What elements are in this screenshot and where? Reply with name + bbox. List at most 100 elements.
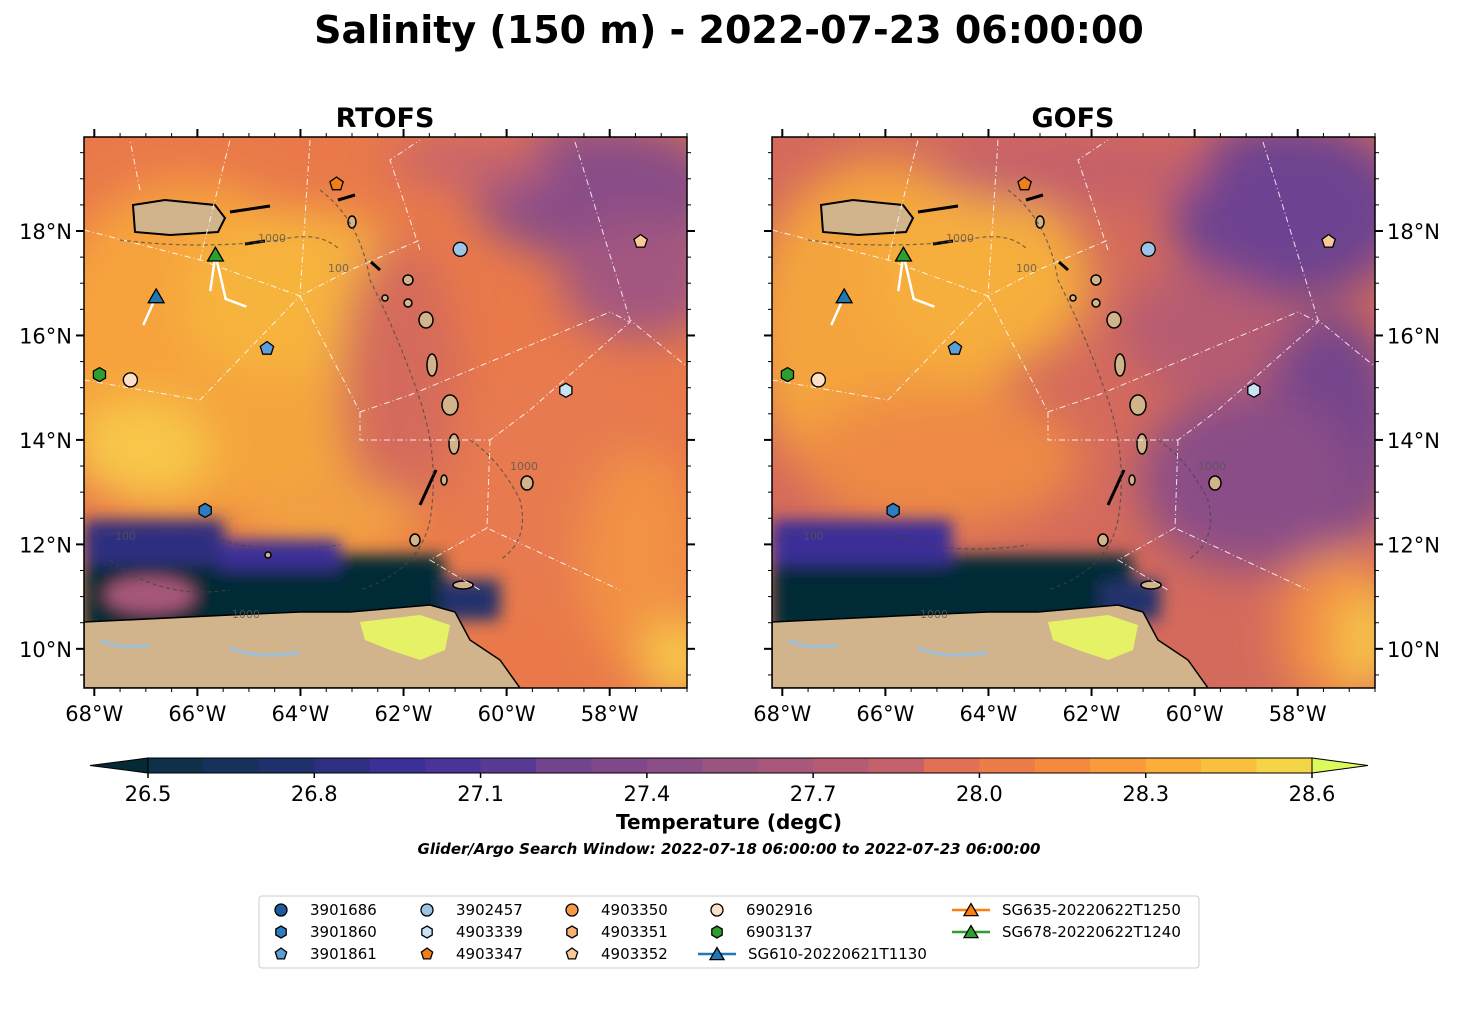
contour-label-left-4: 100 (115, 530, 136, 543)
glider-marker (894, 245, 913, 262)
legend-entry: 3901861 (274, 945, 377, 963)
argo-float-marker (1247, 382, 1261, 399)
legend-label: 3901860 (310, 923, 377, 941)
legend-label: 4903351 (601, 923, 668, 941)
axes-gofs: 68°W 66°W 64°W 62°W 60°W 58°W 10°N 12°N 14°N 16°N… (753, 129, 1440, 726)
legend-entry: SG635-20220622T1250 (952, 901, 1181, 919)
colorbar-segment (425, 758, 482, 773)
argo-float-marker (92, 366, 107, 383)
legend-entry: 3902457 (420, 901, 523, 919)
colorbar-segment (1034, 758, 1091, 773)
contour-label-right-2: 100 (1016, 262, 1037, 275)
x-tick-label: 58°W (1269, 702, 1327, 726)
legend-marker (565, 903, 579, 917)
glider-marker (147, 287, 166, 304)
legend-entry: 4903347 (420, 945, 523, 963)
legend-label: 4903339 (456, 923, 523, 941)
x-tick-label: 62°W (375, 702, 433, 726)
y-tick-label: 18°N (19, 220, 72, 244)
x-tick-label: 60°W (1166, 702, 1224, 726)
x-tick-label: 64°W (959, 702, 1017, 726)
legend-label: 6903137 (746, 923, 813, 941)
x-tick-label: 60°W (478, 702, 536, 726)
y-tick-label: 10°N (19, 638, 72, 662)
argo-float-marker (780, 366, 795, 383)
colorbar-segment (314, 758, 371, 773)
legend-label: 3901686 (310, 901, 377, 919)
legend-marker (566, 925, 578, 939)
legend-marker (420, 903, 434, 917)
y-tick-label: 18°N (1387, 220, 1440, 244)
colorbar-segments (89, 757, 1369, 774)
legend-label: 4903350 (601, 901, 668, 919)
colorbar-segment (924, 758, 980, 773)
y-tick-label: 14°N (1387, 429, 1440, 453)
colorbar-tick-label: 26.8 (291, 782, 338, 806)
legend-marker (565, 947, 579, 960)
legend-marker (711, 925, 723, 939)
colorbar-segment (868, 758, 925, 773)
y-tick-label: 10°N (1387, 638, 1440, 662)
x-tick-label: 66°W (856, 702, 914, 726)
y-tick-label: 12°N (19, 533, 72, 557)
argo-float-marker (947, 340, 963, 355)
legend-label: 4903347 (456, 945, 523, 963)
colorbar-extend-low (89, 757, 149, 774)
legend: 3901686 3901860 3901861 3902457 4903339 49033… (258, 895, 1200, 969)
legend-label: 3902457 (456, 901, 523, 919)
colorbar: 26.5 26.8 27.1 27.4 27.7 28.0 28.3 28.6 Tempera… (89, 757, 1369, 834)
legend-label: 4903352 (601, 945, 668, 963)
x-tick-label: 66°W (168, 702, 226, 726)
contour-label-left-2: 100 (328, 262, 349, 275)
colorbar-segment (1256, 758, 1313, 773)
legend-marker (421, 925, 433, 939)
contour-label-left-1: 1000 (258, 232, 286, 245)
x-tick-label: 64°W (271, 702, 329, 726)
legend-entry: 6903137 (711, 923, 813, 941)
legend-marker (710, 903, 724, 917)
y-tick-label: 14°N (19, 429, 72, 453)
colorbar-segment (203, 758, 260, 773)
legend-entry: 3901686 (274, 901, 377, 919)
legend-marker (420, 947, 434, 960)
legend-marker (274, 947, 288, 960)
colorbar-segment (646, 758, 703, 773)
colorbar-segment (1090, 758, 1147, 773)
y-tick-label: 12°N (1387, 533, 1440, 557)
markers-rtofs (92, 176, 649, 519)
figure-title: Salinity (150 m) - 2022-07-23 06:00:00 (314, 8, 1144, 52)
contour-label-right-1: 1000 (946, 232, 974, 245)
glider-marker (835, 287, 854, 304)
y-tick-label: 16°N (19, 324, 72, 348)
legend-entry: 4903352 (565, 945, 668, 963)
contour-label-right-3: 1000 (1198, 460, 1226, 473)
x-tick-label: 68°W (65, 702, 123, 726)
panel-rtofs: RTOFS (19, 103, 695, 726)
argo-float-marker (259, 340, 275, 355)
colorbar-outline (147, 757, 1313, 774)
contour-label-right-5: 1000 (920, 608, 948, 621)
colorbar-segment (369, 758, 426, 773)
colorbar-tick-label: 28.3 (1122, 782, 1169, 806)
argo-float-marker (559, 382, 573, 399)
legend-entry: 4903350 (565, 901, 668, 919)
x-tick-label: 68°W (753, 702, 811, 726)
legend-items: 3901686 3901860 3901861 3902457 4903339 49033… (274, 901, 1181, 963)
panel-title-gofs: GOFS (1031, 103, 1114, 134)
map-field-gofs: 1000 100 1000 100 1000 (772, 137, 1375, 688)
legend-entry: 6902916 (710, 901, 813, 919)
colorbar-segment (480, 758, 537, 773)
glider-track (209, 254, 247, 308)
colorbar-tick-label: 27.7 (790, 782, 837, 806)
argo-float-marker (633, 233, 649, 248)
contour-label-right-4: 100 (803, 530, 824, 543)
argo-float-marker (329, 176, 344, 191)
legend-marker (962, 902, 980, 917)
colorbar-segment (148, 758, 204, 773)
legend-label: SG610-20220621T1130 (748, 945, 927, 963)
legend-marker (274, 903, 288, 917)
legend-label: SG678-20220622T1240 (1002, 923, 1181, 941)
legend-entry: 4903351 (566, 923, 668, 941)
colorbar-segment (1145, 758, 1202, 773)
